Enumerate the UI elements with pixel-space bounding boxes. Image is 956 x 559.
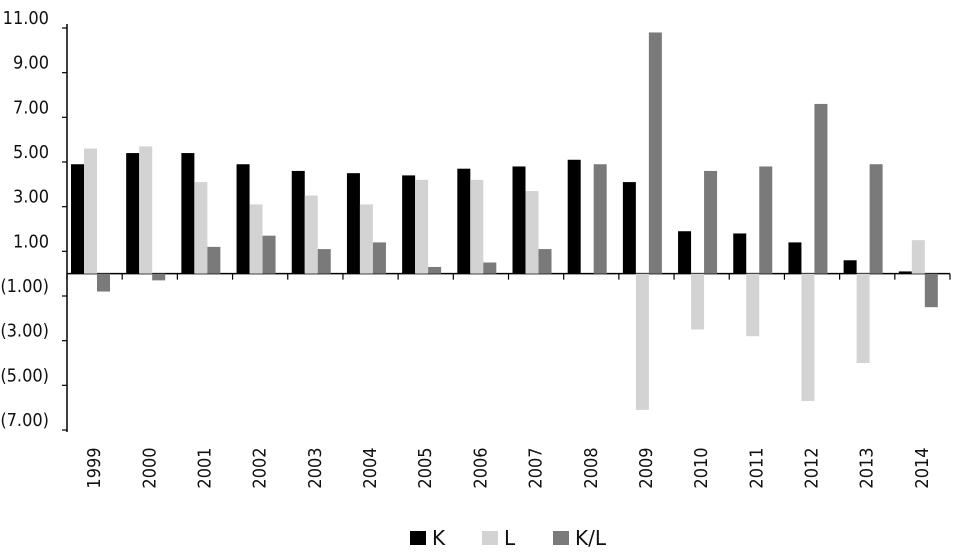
bar-l-2002 (249, 204, 263, 274)
x-tick-label: 2003 (305, 447, 326, 488)
x-tick-label: 2006 (470, 447, 491, 488)
x-tick-label: 2001 (194, 447, 215, 488)
y-tick-label: 1.00 (13, 231, 49, 252)
bar-l-2012 (801, 273, 815, 401)
x-tick-label: 2002 (250, 447, 271, 488)
x-tick-label: 2014 (912, 447, 933, 488)
bar-k-2000 (126, 153, 140, 274)
bar-k-2003 (291, 170, 305, 274)
y-tick-label: 3.00 (13, 187, 49, 208)
bar-k-l-2011 (759, 166, 773, 274)
y-tick-label: 5.00 (13, 142, 49, 163)
bar-k-2011 (733, 233, 747, 274)
bar-l-2011 (746, 273, 760, 337)
bar-k-l-2010 (704, 170, 718, 274)
x-tick-label: 1999 (84, 447, 105, 488)
bar-k-l-2014 (924, 273, 938, 308)
y-tick-label: (5.00) (0, 365, 49, 386)
x-axis: 1999 2000 2001 2002 2003 2004 2005 2006 2007 2008… (66, 272, 951, 489)
bar-l-2001 (194, 182, 208, 274)
bar-k-2002 (236, 164, 250, 274)
legend-label-k: K (432, 526, 446, 550)
legend-swatch-k-l (553, 531, 569, 545)
bar-k-l-2000 (152, 273, 166, 281)
y-tick-label: 9.00 (13, 53, 49, 74)
x-tick-label: 2010 (691, 447, 712, 488)
x-tick-label: 2009 (636, 447, 657, 488)
bar-l-2003 (304, 195, 318, 274)
bar-l-2014 (911, 240, 925, 274)
y-tick-label: (7.00) (0, 410, 49, 431)
bar-k-2001 (181, 153, 195, 274)
x-tick-label: 2008 (581, 447, 602, 488)
x-tick-label: 2005 (415, 447, 436, 488)
bar-k-l-2001 (207, 246, 221, 274)
bar-l-1999 (84, 148, 97, 274)
y-tick-label: (1.00) (0, 276, 49, 297)
bar-k-l-2003 (317, 249, 331, 274)
x-tick-label: 2013 (857, 447, 878, 488)
bar-k-2013 (843, 260, 857, 274)
legend-swatch-k (410, 531, 426, 545)
x-tick-label: 2007 (526, 447, 547, 488)
bar-l-2005 (415, 179, 429, 274)
bar-k-l-2005 (428, 266, 442, 274)
bar-k-l-2012 (814, 103, 828, 274)
bar-l-2007 (525, 191, 539, 274)
y-tick-label: 11.00 (3, 8, 49, 29)
bar-k-l-2006 (483, 262, 497, 274)
bar-k-2004 (346, 173, 360, 274)
bar-k-l-1999 (97, 273, 110, 292)
bar-l-2000 (139, 146, 153, 274)
y-tick-label: 7.00 (13, 97, 49, 118)
bar-k-2006 (457, 168, 471, 274)
y-tick-label: (3.00) (0, 321, 49, 342)
bar-k-l-2007 (538, 249, 552, 274)
legend-swatch-l (482, 531, 498, 545)
bar-l-2006 (470, 179, 484, 274)
x-tick-label: 2011 (746, 447, 767, 488)
bar-k-l-2013 (869, 164, 883, 274)
legend-label-l: L (504, 526, 516, 550)
x-tick-label: 2000 (139, 447, 160, 488)
legend: K L K/L (410, 526, 607, 550)
bars (71, 32, 938, 410)
bar-k-2014 (898, 271, 912, 274)
legend-label-k-l: K/L (575, 526, 607, 550)
bar-k-l-2002 (262, 235, 276, 274)
bar-k-2005 (402, 175, 416, 274)
bar-k-2008 (567, 159, 581, 274)
bar-l-2010 (691, 273, 705, 330)
y-axis: 11.00 9.00 7.00 5.00 3.00 1.00 (1.00) (3.00) (5.… (0, 8, 68, 432)
bar-l-2004 (359, 204, 373, 274)
x-tick-label: 2004 (360, 447, 381, 488)
bar-k-2010 (678, 231, 692, 274)
bar-k-2009 (622, 182, 636, 274)
bar-k-2007 (512, 166, 526, 274)
x-tick-label: 2012 (802, 447, 823, 488)
bar-k-l-2004 (372, 242, 386, 274)
bar-l-2009 (635, 273, 649, 410)
bar-k-2012 (788, 242, 802, 274)
bar-k-l-2008 (593, 164, 607, 274)
bar-l-2013 (856, 273, 870, 363)
bar-k-l-2009 (648, 32, 662, 274)
bar-k-1999 (71, 164, 84, 274)
